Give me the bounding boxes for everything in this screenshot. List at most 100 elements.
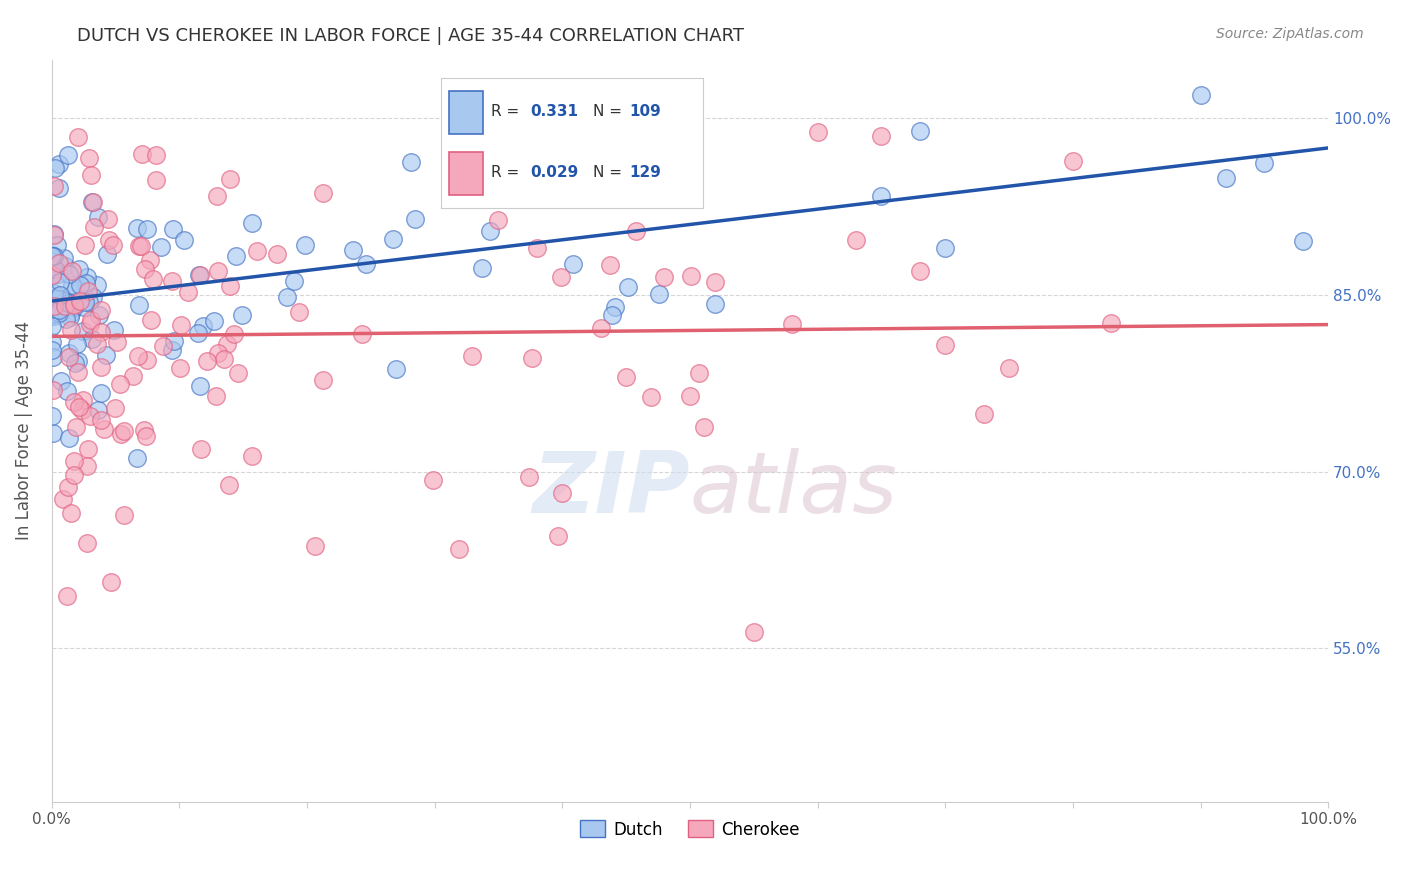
Point	[112, 424, 135, 438]
Point	[63, 454, 86, 468]
Point	[624, 224, 647, 238]
Point	[870, 129, 893, 144]
Point	[688, 366, 710, 380]
Point	[90, 360, 112, 375]
Point	[350, 326, 373, 341]
Point	[75, 276, 97, 290]
Point	[80, 168, 103, 182]
Point	[44, 299, 66, 313]
Point	[41, 249, 63, 263]
Point	[214, 351, 236, 366]
Point	[70, 402, 93, 417]
Point	[44, 261, 66, 276]
Point	[225, 249, 247, 263]
Point	[616, 280, 638, 294]
Point	[41, 335, 63, 350]
Point	[53, 294, 76, 309]
Point	[142, 271, 165, 285]
Point	[60, 506, 83, 520]
Point	[205, 389, 228, 403]
Point	[45, 237, 67, 252]
Point	[79, 409, 101, 424]
Point	[136, 221, 159, 235]
Point	[471, 260, 494, 275]
Point	[76, 536, 98, 550]
Point	[520, 351, 543, 365]
Point	[41, 248, 63, 262]
Point	[63, 395, 86, 409]
Point	[41, 259, 63, 273]
Point	[163, 334, 186, 348]
Point	[42, 384, 65, 398]
Point	[219, 279, 242, 293]
Point	[381, 232, 404, 246]
Point	[48, 288, 70, 302]
Point	[48, 293, 70, 307]
Point	[63, 356, 86, 370]
Point	[266, 247, 288, 261]
Point	[640, 390, 662, 404]
Point	[547, 529, 569, 543]
Point	[128, 298, 150, 312]
Point	[562, 257, 585, 271]
Point	[231, 308, 253, 322]
Point	[63, 468, 86, 483]
Point	[152, 339, 174, 353]
Point	[103, 323, 125, 337]
Point	[41, 319, 63, 334]
Point	[58, 295, 80, 310]
Point	[1215, 171, 1237, 186]
Point	[614, 370, 637, 384]
Point	[205, 189, 228, 203]
Point	[48, 303, 70, 318]
Point	[41, 299, 63, 313]
Point	[112, 508, 135, 523]
Point	[973, 407, 995, 421]
Point	[60, 305, 83, 319]
Point	[127, 349, 149, 363]
Point	[704, 275, 727, 289]
Point	[222, 327, 245, 342]
Point	[46, 267, 69, 281]
Point	[312, 373, 335, 387]
Point	[73, 301, 96, 315]
Point	[90, 325, 112, 339]
Point	[135, 353, 157, 368]
Point	[679, 151, 702, 165]
Point	[526, 241, 548, 255]
Point	[125, 221, 148, 235]
Point	[160, 274, 183, 288]
Point	[77, 294, 100, 309]
Point	[134, 261, 156, 276]
Point	[934, 241, 956, 255]
Point	[934, 338, 956, 352]
Point	[693, 420, 716, 434]
Point	[399, 155, 422, 169]
Point	[806, 125, 828, 139]
Point	[90, 386, 112, 401]
Point	[128, 239, 150, 253]
Point	[80, 313, 103, 327]
Point	[58, 350, 80, 364]
Point	[679, 389, 702, 403]
Point	[191, 318, 214, 333]
Point	[342, 243, 364, 257]
Point	[58, 148, 80, 162]
Point	[41, 409, 63, 423]
Point	[599, 258, 621, 272]
Point	[160, 343, 183, 358]
Point	[132, 423, 155, 437]
Point	[90, 303, 112, 318]
Point	[139, 253, 162, 268]
Point	[73, 295, 96, 310]
Point	[60, 277, 83, 292]
Point	[127, 450, 149, 465]
Point	[131, 146, 153, 161]
Point	[104, 401, 127, 415]
Point	[67, 130, 90, 145]
Text: Source: ZipAtlas.com: Source: ZipAtlas.com	[1216, 27, 1364, 41]
Point	[488, 213, 510, 227]
Point	[129, 239, 152, 253]
Point	[77, 284, 100, 298]
Point	[654, 270, 676, 285]
